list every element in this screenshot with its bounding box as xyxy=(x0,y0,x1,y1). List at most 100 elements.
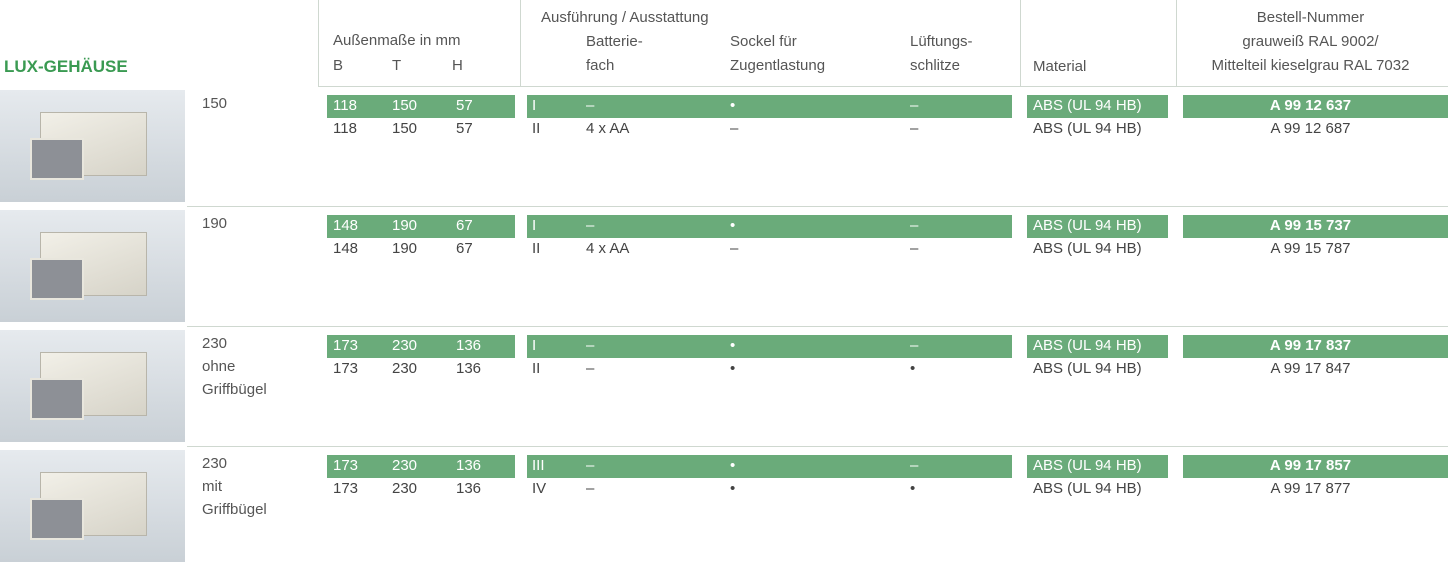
header-order: Mittelteil kieselgrau RAL 7032 xyxy=(1183,56,1438,76)
cell: 136 xyxy=(456,456,481,476)
cell: ABS (UL 94 HB) xyxy=(1033,359,1142,379)
header-exec-col: Lüftungs- xyxy=(910,32,973,52)
cell: • xyxy=(730,216,735,236)
cell: • xyxy=(730,479,735,499)
cell: A 99 17 877 xyxy=(1183,479,1438,499)
header-order: Bestell-Nummer xyxy=(1183,8,1438,28)
row-highlight xyxy=(527,215,1012,238)
row-highlight xyxy=(527,455,1012,478)
cell: ABS (UL 94 HB) xyxy=(1033,479,1142,499)
header-dimensions: Außenmaße in mm xyxy=(333,31,461,51)
cell: 230 xyxy=(392,456,417,476)
cell: – xyxy=(910,216,918,236)
cell: • xyxy=(730,359,735,379)
cell: II xyxy=(532,239,540,259)
header-exec-col: Sockel für xyxy=(730,32,797,52)
group-label: 230 xyxy=(202,334,227,354)
cell: – xyxy=(586,479,594,499)
header-material: Material xyxy=(1033,57,1086,77)
cell: ABS (UL 94 HB) xyxy=(1033,96,1142,116)
header-exec-col: fach xyxy=(586,56,614,76)
cell: A 99 17 847 xyxy=(1183,359,1438,379)
separator xyxy=(318,86,1448,87)
separator xyxy=(1176,0,1177,86)
separator xyxy=(187,206,1448,207)
header-exec-col: Batterie- xyxy=(586,32,643,52)
cell: – xyxy=(730,119,738,139)
header-dim-col: H xyxy=(452,56,463,76)
cell: 190 xyxy=(392,239,417,259)
cell: • xyxy=(910,359,915,379)
cell: 150 xyxy=(392,119,417,139)
separator xyxy=(318,0,319,86)
cell: 67 xyxy=(456,216,473,236)
group-label: 230 xyxy=(202,454,227,474)
cell: ABS (UL 94 HB) xyxy=(1033,239,1142,259)
cell: 4 x AA xyxy=(586,119,629,139)
cell: 57 xyxy=(456,96,473,116)
cell: 230 xyxy=(392,359,417,379)
group-label: Griffbügel xyxy=(202,380,267,400)
cell: 136 xyxy=(456,336,481,356)
header-order: grauweiß RAL 9002/ xyxy=(1183,32,1438,52)
cell: 57 xyxy=(456,119,473,139)
cell: 230 xyxy=(392,336,417,356)
product-front xyxy=(30,258,84,300)
cell: 190 xyxy=(392,216,417,236)
cell: 148 xyxy=(333,239,358,259)
separator xyxy=(1020,0,1021,86)
group-label: 150 xyxy=(202,94,227,114)
cell: – xyxy=(586,336,594,356)
cell: 118 xyxy=(333,119,357,139)
group-label: Griffbügel xyxy=(202,500,267,520)
cell: 4 x AA xyxy=(586,239,629,259)
cell: III xyxy=(532,456,545,476)
cell: – xyxy=(586,359,594,379)
cell: A 99 12 637 xyxy=(1183,96,1438,116)
product-image xyxy=(0,90,185,202)
cell: • xyxy=(730,336,735,356)
cell: I xyxy=(532,336,536,356)
cell: ABS (UL 94 HB) xyxy=(1033,216,1142,236)
cell: – xyxy=(586,456,594,476)
cell: A 99 17 837 xyxy=(1183,336,1438,356)
group-label: ohne xyxy=(202,357,235,377)
product-image xyxy=(0,450,185,562)
cell: – xyxy=(910,96,918,116)
cell: 150 xyxy=(392,96,417,116)
cell: 230 xyxy=(392,479,417,499)
cell: – xyxy=(910,336,918,356)
product-image xyxy=(0,330,185,442)
header-execution: Ausführung / Ausstattung xyxy=(541,8,709,28)
product-table: LUX-GEHÄUSEAußenmaße in mmBTHAusführung … xyxy=(0,0,1448,572)
row-highlight xyxy=(527,335,1012,358)
cell: A 99 17 857 xyxy=(1183,456,1438,476)
separator xyxy=(520,0,521,86)
cell: I xyxy=(532,216,536,236)
cell: 173 xyxy=(333,456,358,476)
group-label: 190 xyxy=(202,214,227,234)
cell: II xyxy=(532,359,540,379)
separator xyxy=(187,446,1448,447)
header-exec-col: Zugentlastung xyxy=(730,56,825,76)
cell: ABS (UL 94 HB) xyxy=(1033,456,1142,476)
row-highlight xyxy=(527,95,1012,118)
cell: I xyxy=(532,96,536,116)
cell: A 99 15 737 xyxy=(1183,216,1438,236)
product-front xyxy=(30,138,84,180)
header-dim-col: B xyxy=(333,56,343,76)
cell: A 99 12 687 xyxy=(1183,119,1438,139)
cell: 136 xyxy=(456,359,481,379)
cell: II xyxy=(532,119,540,139)
cell: A 99 15 787 xyxy=(1183,239,1438,259)
cell: • xyxy=(910,479,915,499)
cell: 173 xyxy=(333,479,358,499)
cell: • xyxy=(730,456,735,476)
cell: IV xyxy=(532,479,546,499)
cell: – xyxy=(730,239,738,259)
cell: ABS (UL 94 HB) xyxy=(1033,336,1142,356)
cell: 136 xyxy=(456,479,481,499)
product-front xyxy=(30,378,84,420)
cell: – xyxy=(586,216,594,236)
group-label: mit xyxy=(202,477,222,497)
